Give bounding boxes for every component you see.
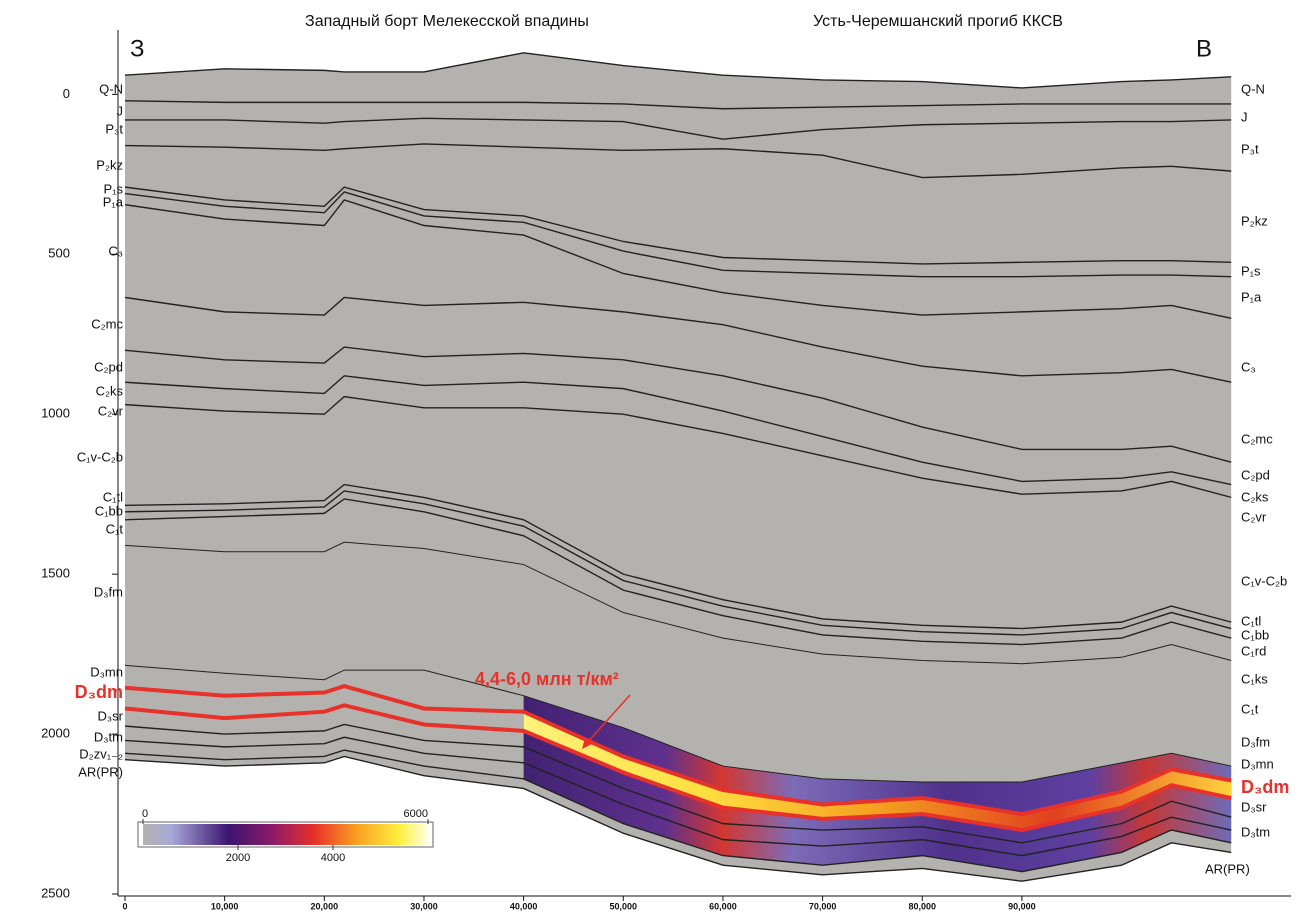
horizon — [124, 684, 1232, 817]
horizon — [125, 117, 1232, 140]
right-label: D₃dm — [1241, 777, 1289, 797]
y-tick-label: 1500 — [41, 566, 70, 581]
horizon — [124, 749, 1232, 873]
horizon — [124, 100, 1232, 110]
right-label: C₁ks — [1241, 671, 1268, 686]
left-label: C₂mc — [91, 316, 123, 331]
x-tick-label: 50,000 — [610, 901, 638, 911]
right-label: P₂kz — [1241, 213, 1268, 228]
left-label: C₁v-C₂b — [77, 449, 123, 464]
corner-east: В — [1196, 35, 1212, 62]
y-tick-label: 2000 — [41, 726, 70, 741]
right-label: C₁bb — [1241, 627, 1269, 642]
right-label: Q-N — [1241, 81, 1265, 96]
section-body — [125, 52, 1232, 882]
left-label: C₃ — [108, 243, 123, 258]
left-label: C₁bb — [95, 503, 123, 518]
colorbar-label: 2000 — [226, 852, 250, 864]
left-label: Q-N — [99, 81, 123, 96]
horizon — [124, 723, 1232, 844]
y-tick-label: 1000 — [41, 406, 70, 421]
horizon — [124, 199, 1232, 319]
right-label: D₃fm — [1241, 734, 1270, 749]
left-label: P₂kz — [96, 157, 123, 172]
x-tick-label: 80,000 — [908, 901, 936, 911]
horizon — [124, 541, 1232, 665]
x-tick-label: 90,000 — [1008, 901, 1036, 911]
right-label: P₃t — [1241, 141, 1259, 156]
right-label: C₁tl — [1241, 613, 1261, 628]
horizon — [124, 395, 1232, 499]
annotation-arrow — [584, 694, 631, 746]
right-label: J — [1241, 109, 1248, 124]
left-label: J — [117, 103, 124, 118]
arrow-head — [582, 738, 592, 749]
x-tick-label: 10,000 — [211, 901, 239, 911]
left-label: D₃mn — [90, 664, 123, 679]
left-label: P₁a — [103, 194, 124, 209]
left-label: C₂vr — [98, 403, 124, 418]
left-label: C₁tl — [103, 489, 123, 504]
horizon — [124, 143, 1232, 179]
left-label: C₁t — [106, 521, 124, 536]
horizon — [124, 490, 1232, 636]
right-label: C₁v-C₂b — [1241, 573, 1287, 588]
left-label: P₃t — [105, 121, 123, 136]
horizon — [124, 703, 1232, 833]
left-label: C₂ks — [96, 383, 124, 398]
left-label: D₃sr — [97, 708, 123, 723]
y-tick-label: 2500 — [41, 885, 70, 900]
y-tick-label: 500 — [48, 246, 70, 261]
x-tick-label: 40,000 — [510, 901, 538, 911]
annotation: 4,4-6,0 млн т/км² — [475, 669, 619, 689]
left-label: D₃tm — [94, 729, 123, 744]
horizon — [124, 736, 1232, 857]
left-label: D₃dm — [75, 682, 123, 702]
title-right: Усть-Черемшанский прогиб ККСВ — [813, 13, 1063, 30]
right-label: P₁s — [1241, 263, 1261, 278]
right-label: AR(PR) — [1205, 861, 1250, 876]
left-label: D₃fm — [94, 584, 123, 599]
right-label: D₃sr — [1241, 799, 1267, 814]
corner-west: З — [130, 35, 145, 62]
horizon — [124, 186, 1232, 265]
horizon — [124, 52, 1232, 89]
left-label: AR(PR) — [78, 764, 123, 779]
horizon — [124, 755, 1232, 882]
x-tick-label: 30,000 — [410, 901, 438, 911]
colorbar-label: 4000 — [321, 852, 345, 864]
x-tick-label: 20,000 — [311, 901, 339, 911]
x-tick-label: 70,000 — [809, 901, 837, 911]
right-label: C₂vr — [1241, 509, 1267, 524]
right-label: D₃tm — [1241, 824, 1270, 839]
right-label: P₁a — [1241, 289, 1262, 304]
left-label: C₂pd — [94, 359, 123, 374]
x-tick-label: 0 — [122, 901, 127, 911]
title-left: Западный борт Мелекесской впадины — [305, 13, 589, 30]
horizon — [124, 375, 1232, 486]
colorbar-label: 6000 — [404, 808, 428, 820]
right-label: C₂pd — [1241, 467, 1270, 482]
left-label: P₁s — [103, 181, 123, 196]
right-label: D₃mn — [1241, 756, 1274, 771]
density-band — [523, 695, 1232, 872]
right-label: C₁t — [1241, 701, 1259, 716]
right-label: C₃ — [1241, 359, 1256, 374]
right-label: C₂mc — [1241, 431, 1273, 446]
horizon — [124, 483, 1232, 630]
horizon — [124, 346, 1232, 463]
left-label: D₂zv₁₋₂ — [79, 746, 123, 761]
y-tick-label: 0 — [63, 86, 70, 101]
x-tick-label: 60,000 — [709, 901, 737, 911]
right-label: C₁rd — [1241, 643, 1266, 658]
horizon — [124, 498, 1232, 646]
right-label: C₂ks — [1241, 489, 1269, 504]
colorbar-label: 0 — [142, 808, 148, 820]
colorbar — [143, 824, 428, 845]
horizon — [124, 664, 1232, 783]
horizon — [124, 296, 1232, 383]
horizon — [124, 191, 1232, 278]
